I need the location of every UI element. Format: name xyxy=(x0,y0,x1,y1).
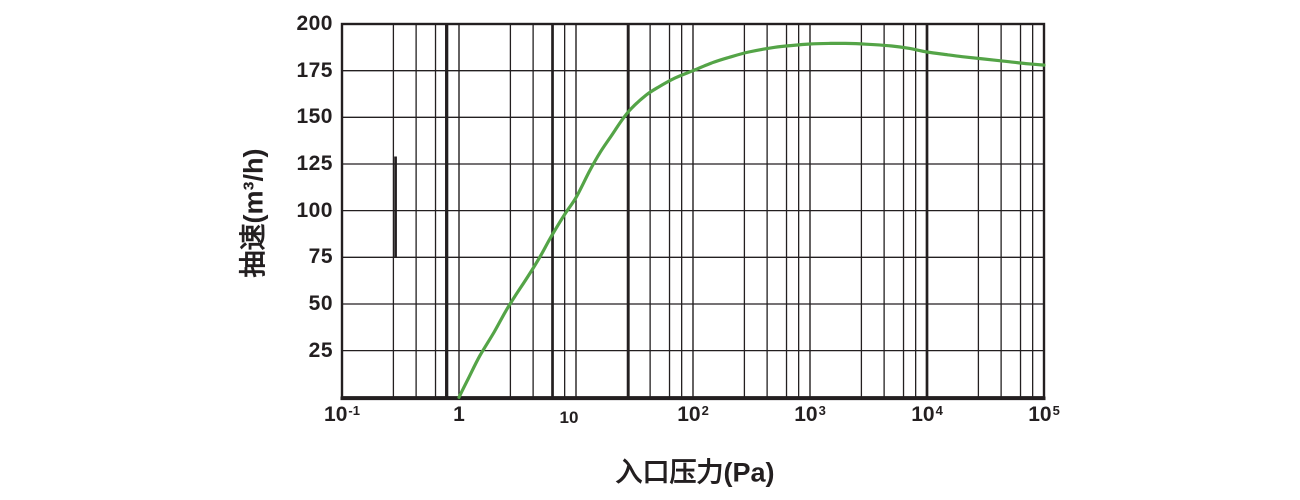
tick-base: 10 xyxy=(559,408,579,427)
y-tick-label-25: 25 xyxy=(308,338,333,362)
x-tick-label-10^4: 104 xyxy=(911,402,943,428)
y-axis-title: 抽速(m³/h) xyxy=(238,148,269,278)
y-tick-label-100: 100 xyxy=(296,198,333,222)
x-tick-label-10: 10 xyxy=(560,409,579,427)
tick-exponent: -1 xyxy=(348,402,360,418)
y-tick-label-75: 75 xyxy=(308,245,333,269)
pumping-speed-curve xyxy=(457,41,1046,399)
tick-base: 10 xyxy=(911,403,935,426)
x-axis-title: 入口压力(Pa) xyxy=(615,457,775,488)
y-tick-label-175: 175 xyxy=(296,58,333,82)
y-tick-label-125: 125 xyxy=(296,151,333,175)
tick-exponent: 3 xyxy=(818,402,826,418)
tick-exponent: 2 xyxy=(701,402,709,418)
tick-base: 1 xyxy=(453,403,465,426)
tick-exponent: 5 xyxy=(1052,402,1060,418)
tick-base: 10 xyxy=(1028,403,1052,426)
grid-bold xyxy=(394,24,929,398)
x-tick-label-10^3: 103 xyxy=(794,402,826,428)
x-tick-label-10^5: 105 xyxy=(1028,402,1060,428)
x-tick-label-1: 1 xyxy=(453,404,465,426)
y-tick-label-200: 200 xyxy=(296,12,333,35)
tick-base: 10 xyxy=(677,403,701,426)
x-tick-label-10^-1: 10-1 xyxy=(324,402,360,428)
tick-base: 10 xyxy=(794,403,818,426)
tick-base: 10 xyxy=(324,403,348,426)
y-tick-label-150: 150 xyxy=(296,105,333,129)
x-tick-label-10^2: 102 xyxy=(677,402,709,428)
y-tick-label-50: 50 xyxy=(308,291,333,315)
tick-exponent: 4 xyxy=(935,402,943,418)
